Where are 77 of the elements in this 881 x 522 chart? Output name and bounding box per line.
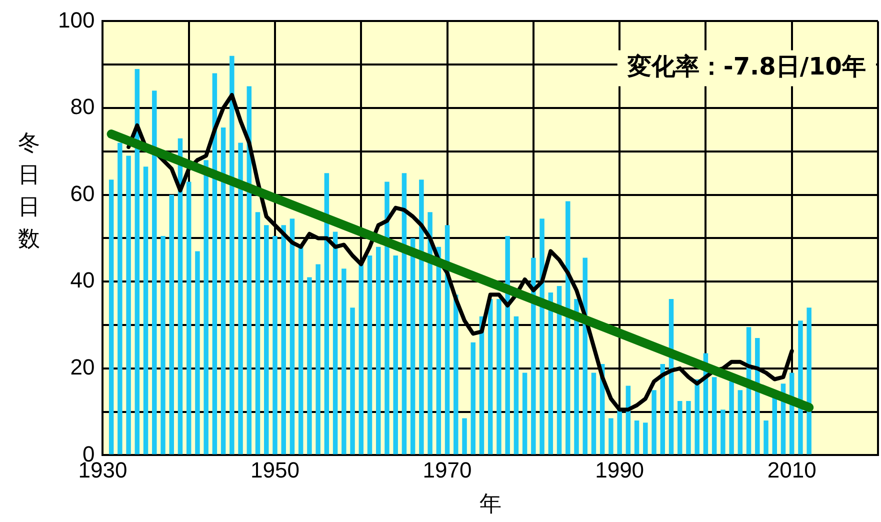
bar — [160, 236, 166, 454]
bar — [531, 258, 536, 454]
x-tick-label: 1970 — [422, 457, 472, 482]
bar — [220, 128, 226, 454]
annotation: 変化率：-7.8日/10年 — [626, 52, 866, 80]
bar — [720, 410, 726, 454]
x-tick-label: 2010 — [767, 457, 816, 482]
bar — [384, 182, 390, 454]
bar — [634, 420, 640, 454]
y-tick-label: 20 — [70, 354, 95, 380]
bar — [738, 390, 743, 454]
bar — [470, 342, 476, 454]
bar — [272, 236, 278, 454]
bar — [402, 173, 407, 454]
bar — [488, 298, 493, 454]
bar — [505, 236, 510, 454]
bar — [540, 218, 544, 454]
bar — [419, 180, 424, 454]
bar — [393, 256, 398, 454]
bar — [591, 372, 596, 454]
bar — [358, 264, 364, 454]
bar — [617, 407, 622, 454]
bar — [652, 390, 656, 454]
bar — [522, 372, 528, 454]
y-tick-label: 80 — [70, 94, 95, 120]
bar — [255, 212, 260, 454]
bar — [290, 218, 295, 454]
bar — [608, 418, 614, 454]
bar — [152, 90, 157, 454]
bar — [686, 400, 691, 454]
y-tick-label: 60 — [70, 180, 95, 206]
y-axis-title: 冬日日数 — [18, 130, 40, 254]
bar — [712, 377, 717, 454]
bar — [428, 212, 432, 454]
bar — [307, 277, 312, 454]
bar — [729, 381, 734, 454]
bar — [324, 173, 330, 454]
bar — [143, 166, 148, 454]
bar — [496, 298, 502, 454]
bar — [462, 418, 467, 454]
bar — [126, 156, 131, 454]
bar — [798, 320, 803, 454]
bar — [582, 258, 588, 454]
bar — [298, 246, 304, 454]
bar — [566, 201, 570, 454]
bar — [764, 420, 768, 454]
bar — [118, 142, 122, 454]
bar — [264, 225, 269, 454]
bar — [332, 232, 338, 454]
bar — [350, 308, 355, 454]
bar — [678, 400, 682, 454]
x-tick-label: 1990 — [595, 457, 644, 482]
bar — [169, 194, 174, 454]
bar — [514, 316, 519, 454]
bar — [186, 182, 192, 454]
x-tick-label: 1950 — [250, 457, 300, 482]
y-tick-label: 40 — [70, 268, 95, 293]
y-tick-label: 100 — [58, 7, 95, 32]
bar — [806, 308, 812, 454]
x-axis-title: 年 — [479, 490, 502, 516]
bar — [660, 364, 666, 454]
bar — [195, 251, 200, 454]
bar — [574, 298, 579, 454]
bar — [108, 180, 114, 454]
bar — [316, 264, 320, 454]
bar — [454, 294, 458, 454]
bar — [204, 160, 208, 454]
bar — [230, 56, 234, 454]
bar — [410, 238, 416, 454]
bar — [694, 379, 700, 454]
bar — [238, 142, 243, 454]
bar — [342, 268, 346, 454]
bar — [367, 256, 372, 454]
bar — [643, 422, 648, 454]
bar — [134, 68, 140, 454]
bar — [281, 225, 286, 454]
bar — [376, 246, 381, 454]
